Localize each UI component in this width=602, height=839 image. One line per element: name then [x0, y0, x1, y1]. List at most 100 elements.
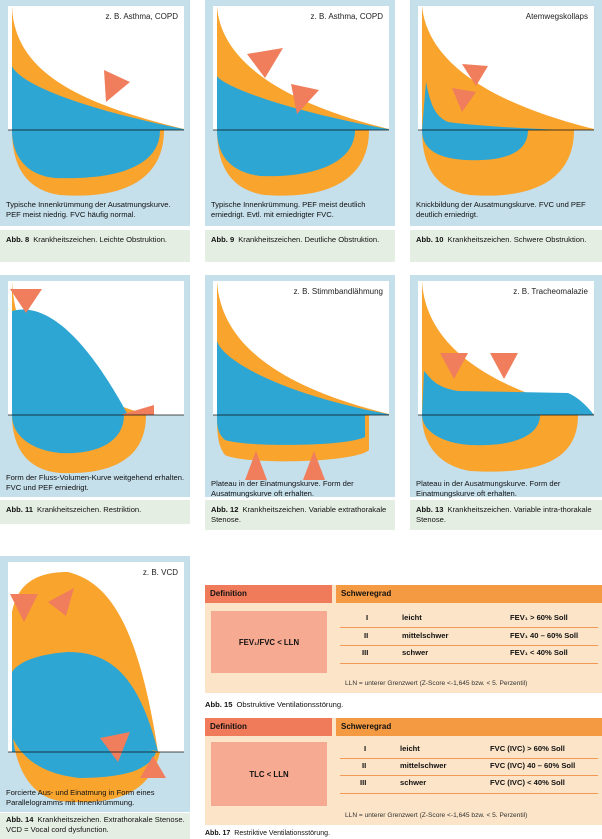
- flow-volume-curve: [217, 6, 389, 130]
- caption-box: Abb. 9 Krankheitszeichen. Deutliche Obstr…: [205, 230, 395, 262]
- caption-text: Krankheitszeichen. Restriktion.: [37, 505, 142, 514]
- arrow-marker: [462, 64, 488, 86]
- row-divider: [340, 645, 598, 646]
- table-abb-15: Definition Schweregrad FEV₁/FVC < LLN I …: [205, 585, 602, 693]
- grade-value: FVC (IVC) < 40% Soll: [490, 778, 565, 787]
- caption-number: Abb. 12: [211, 505, 239, 514]
- table-header-severity: Schweregrad: [336, 718, 602, 736]
- plot-area: z. B. Asthma, COPD: [8, 6, 184, 130]
- arrow-marker: [10, 289, 42, 313]
- arrow-marker: [120, 405, 154, 415]
- arrow-marker: [291, 84, 319, 114]
- caption-text: Krankheitszeichen. Variable extrathoraka…: [211, 505, 387, 524]
- grade-value: FVC (IVC) > 60% Soll: [490, 744, 565, 753]
- table-row: I leicht FVC (IVC) > 60% Soll: [340, 744, 602, 756]
- figure-description: Form der Fluss-Volumen-Kurve weitgehend …: [6, 473, 185, 492]
- arrow-marker: [303, 451, 325, 480]
- figure-description: Typische Innenkrümmung. PEF meist deutli…: [211, 200, 366, 219]
- table-definition-cell: FEV₁/FVC < LLN: [211, 611, 327, 673]
- figure-abb-14: z. B. VCD Forcierte Aus- und Einatmung i…: [0, 556, 190, 839]
- plot-area: z. B. Asthma, COPD: [213, 6, 389, 130]
- inspiration-curve: [213, 414, 389, 480]
- table-header-definition: Definition: [205, 718, 332, 736]
- grade-value: FEV₁ > 60% Soll: [510, 613, 568, 622]
- caption-box: Abb. 11 Krankheitszeichen. Restriktion.: [0, 500, 190, 524]
- arrow-marker: [247, 48, 283, 78]
- grade-label: leicht: [400, 744, 420, 753]
- figure-tag: z. B. Tracheomalazie: [513, 287, 588, 296]
- definition-text: FEV₁/FVC < LLN: [238, 637, 300, 647]
- flow-volume-curve: [217, 281, 389, 415]
- caption-number: Abb. 9: [211, 235, 235, 244]
- figure-tag: z. B. Stimmbandlähmung: [293, 287, 383, 296]
- table-row: I leicht FEV₁ > 60% Soll: [340, 613, 602, 625]
- caption: Abb. 13 Krankheitszeichen. Variable intra…: [416, 505, 598, 525]
- plot-panel: z. B. Asthma, COPD Typische Innenkrümmun…: [0, 0, 190, 226]
- caption-number: Abb. 8: [6, 235, 30, 244]
- figure-abb-8: z. B. Asthma, COPD Typische Innenkrümmun…: [0, 0, 190, 262]
- lln-footnote: LLN = unterer Grenzwert (Z-Score <-1,645…: [345, 812, 528, 819]
- caption: Abb. 10 Krankheitszeichen. Schwere Obstru…: [416, 235, 598, 245]
- grade-number: III: [362, 648, 369, 657]
- inspiration-curve: [8, 129, 184, 196]
- row-divider: [340, 663, 598, 664]
- caption-number: Abb. 11: [6, 505, 34, 514]
- figure-tag: z. B. Asthma, COPD: [105, 12, 178, 21]
- arrow-marker: [10, 594, 38, 622]
- figure-description: Plateau in der Einatmungskurve. Form der…: [211, 479, 354, 498]
- row-divider: [340, 627, 598, 628]
- figure-description: Typische Innenkrümmung der Ausatmungskur…: [6, 200, 171, 219]
- plot-area: z. B. VCD: [8, 562, 184, 752]
- caption: Abb. 8 Krankheitszeichen. Leichte Obstruk…: [6, 235, 186, 245]
- caption-box: Abb. 10 Krankheitszeichen. Schwere Obstru…: [410, 230, 602, 262]
- figure-abb-10: Atemwegskollaps Knickbildung der Ausatmu…: [410, 0, 602, 262]
- figure-tag: Atemwegskollaps: [525, 12, 588, 21]
- grade-number: II: [362, 761, 367, 770]
- caption: Abb. 11 Krankheitszeichen. Restriktion.: [6, 505, 186, 515]
- inspiration-curve: [418, 129, 594, 196]
- caption-box: Abb. 12 Krankheitszeichen. Variable extra…: [205, 500, 395, 530]
- arrow-marker: [440, 353, 468, 379]
- inspiration-curve: [418, 414, 594, 472]
- caption-number: Abb. 14: [6, 815, 34, 824]
- inspiration-curve: [213, 129, 389, 196]
- table-abb-17: Definition Schweregrad TLC < LLN I leich…: [205, 718, 602, 825]
- caption-number: Abb. 15: [205, 700, 233, 709]
- grade-number: I: [366, 613, 369, 622]
- arrow-marker: [490, 353, 518, 379]
- caption-text: Krankheitszeichen. Extrathorakale Stenos…: [6, 815, 185, 834]
- plot-panel: z. B. Asthma, COPD Typische Innenkrümmun…: [205, 0, 395, 226]
- caption-text: Krankheitszeichen. Variable intra-thorak…: [416, 505, 592, 524]
- inspiration-curve: [8, 414, 184, 474]
- flow-volume-curve: [422, 281, 594, 415]
- caption-text: Krankheitszeichen. Schwere Obstruktion.: [447, 235, 587, 244]
- figure-tag: z. B. VCD: [142, 568, 178, 577]
- grade-label: schwer: [400, 778, 427, 787]
- table-row: II mittelschwer FEV₁ 40 – 60% Soll: [340, 631, 602, 643]
- figure-abb-13: z. B. Tracheomalazie Plateau in der Ausa…: [410, 275, 602, 531]
- lln-footnote: LLN = unterer Grenzwert (Z-Score <-1,645…: [345, 680, 528, 687]
- caption-text: Obstruktive Ventilationsstörung.: [236, 700, 344, 709]
- figure-tag: z. B. Asthma, COPD: [310, 12, 383, 21]
- grade-value: FEV₁ < 40% Soll: [510, 648, 568, 657]
- figure-description: Forcierte Aus- und Einatmung in Form ein…: [6, 788, 155, 807]
- caption-box: Abb. 8 Krankheitszeichen. Leichte Obstruk…: [0, 230, 190, 262]
- table-row: II mittelschwer FVC (IVC) 40 – 60% Soll: [340, 761, 602, 773]
- table-row: III schwer FEV₁ < 40% Soll: [340, 648, 602, 660]
- caption-abb-15: Abb. 15 Obstruktive Ventilationsstörung.: [205, 700, 343, 710]
- caption: Abb. 14 Krankheitszeichen. Extrathorakale…: [6, 815, 186, 835]
- caption: Abb. 12 Krankheitszeichen. Variable extra…: [211, 505, 391, 525]
- figure-description: Plateau in der Ausatmungskurve. Form der…: [416, 479, 561, 498]
- arrow-marker: [48, 588, 74, 616]
- grade-number: II: [364, 631, 369, 640]
- row-divider: [340, 775, 598, 776]
- caption-abb-17: Abb. 17 Restriktive Ventilationsstörung.: [205, 829, 330, 838]
- table-row: III schwer FVC (IVC) < 40% Soll: [340, 778, 602, 790]
- caption-number: Abb. 10: [416, 235, 444, 244]
- inspiration-curve: [8, 696, 184, 803]
- table-header-severity: Schweregrad: [336, 585, 602, 603]
- plot-panel: z. B. Tracheomalazie Plateau in der Ausa…: [410, 275, 602, 498]
- caption-text: Krankheitszeichen. Leichte Obstruktion.: [33, 235, 168, 244]
- flow-volume-curve: [10, 281, 154, 415]
- plot-panel: z. B. VCD Forcierte Aus- und Einatmung i…: [0, 556, 190, 812]
